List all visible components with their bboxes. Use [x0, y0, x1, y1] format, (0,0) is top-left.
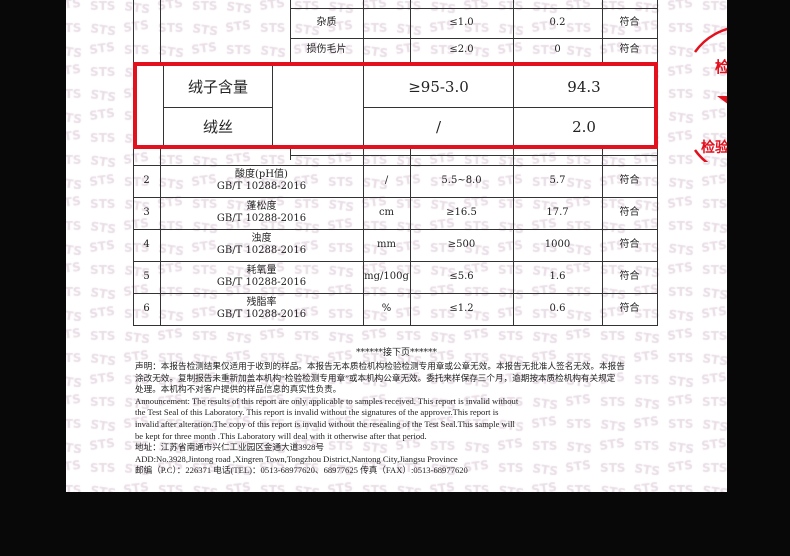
result-cell: 0 [554, 44, 561, 55]
requirement-cell: ≤5.6 [449, 271, 474, 282]
highlight-requirement: ≥95-3.0 [408, 77, 469, 96]
result-cell: 5.7 [549, 175, 566, 186]
table-rule [290, 155, 657, 156]
announcement-line: invalid after alteration.The copy of thi… [135, 419, 515, 429]
requirement-cell: ≥500 [447, 239, 476, 250]
row-number: 6 [143, 303, 150, 314]
item-cell: 残脂率 GB/T 10288-2016 [160, 293, 363, 325]
unit-cell: cm [378, 207, 395, 218]
unit-cell: mm [377, 239, 396, 250]
report-page: 杂质 ≤1.0 0.2 符合 损伤毛片 ≤2.0 0 符合 2 酸度(pH值) GB/T 10288… [66, 0, 727, 492]
table-rule [513, 0, 514, 326]
verdict-cell: 符合 [619, 271, 640, 282]
requirement-cell: ≤1.2 [449, 303, 474, 314]
item-name: 耗氧量 [246, 265, 277, 276]
verdict-cell: 符合 [619, 175, 640, 186]
verdict-cell: 符合 [619, 303, 640, 314]
highlight-box: 绒子含量 ≥95-3.0 94.3 绒丝 / 2.0 [133, 62, 658, 149]
table-rule [513, 66, 514, 145]
announcement-line: 地址：江苏省南通市兴仁工业园区金通大道3928号 [135, 442, 325, 453]
item-name: 蓬松度 [246, 201, 277, 212]
table-rule [133, 165, 657, 166]
announcement-line: 邮编（P.C）：226371 电话(TEL)：0513-68977620、689… [135, 465, 468, 476]
table-rule [290, 38, 657, 39]
announcement-line: 声明：本报告检测结果仅适用于收到的样品。本报告无本质检机构检验检测专用章或公章无… [135, 361, 625, 371]
verdict-cell: 符合 [619, 17, 640, 28]
item-name: 残脂率 [246, 297, 277, 308]
table-rule [657, 0, 658, 326]
verdict-cell: 符合 [619, 44, 640, 55]
test-seal-stamp: 检测标准 检验检测专用 [693, 27, 727, 162]
announcement-line: 处理。本机构不对客户提供的样品信息的真实性负责。 [135, 384, 342, 395]
item-cell: 酸度(pH值) GB/T 10288-2016 [160, 165, 363, 197]
item-standard: GB/T 10288-2016 [216, 309, 307, 320]
table-rule [363, 0, 364, 326]
requirement-cell: ≤1.0 [449, 17, 474, 28]
item-standard: GB/T 10288-2016 [216, 213, 307, 224]
result-cell: 0.2 [549, 17, 566, 28]
table-rule [133, 325, 657, 326]
requirement-cell: ≥16.5 [446, 207, 477, 218]
table-rule [410, 0, 411, 326]
highlight-item: 绒子含量 [187, 77, 248, 96]
announcement-line: be kept for three month .This Laboratory… [135, 430, 427, 441]
verdict-cell: 符合 [619, 239, 640, 250]
table-rule [272, 66, 273, 145]
highlight-item: 绒丝 [202, 117, 233, 136]
result-cell: 1.6 [549, 271, 566, 282]
table-rule [602, 0, 603, 326]
svg-text:检验检测专用: 检验检测专用 [701, 139, 727, 156]
result-cell: 0.6 [549, 303, 566, 314]
announcement-line: the Test Seal of this Laboratory. This r… [135, 407, 499, 418]
table-rule [133, 197, 657, 198]
table-rule [133, 261, 657, 262]
table-rule [363, 66, 364, 145]
item-cell: 浊度 GB/T 10288-2016 [160, 229, 363, 261]
unit-cell: % [381, 303, 392, 314]
announcement-line: 涂改无效。复制报告未重新加盖本机构“检验检测专用章”或本机构公章无效。委托来样保… [135, 372, 616, 383]
table-rule [160, 0, 161, 326]
result-cell: 1000 [544, 239, 571, 250]
item-name: 酸度(pH值) [235, 169, 288, 180]
item-standard: GB/T 10288-2016 [216, 277, 307, 288]
table-rule [163, 66, 164, 145]
table-rule [363, 107, 654, 108]
row-number: 5 [143, 271, 150, 282]
continued-label: ******接下页****** [355, 348, 437, 358]
row-number: 3 [143, 207, 150, 218]
requirement-cell: 5.5~8.0 [441, 175, 482, 186]
unit-cell: / [384, 175, 389, 186]
table-rule [290, 8, 657, 9]
table-rule [133, 229, 657, 230]
table-rule [163, 107, 273, 108]
requirement-cell: ≤2.0 [449, 44, 474, 55]
subitem-label: 损伤毛片 [306, 44, 347, 55]
row-number: 4 [143, 239, 150, 250]
highlight-result: 2.0 [572, 117, 596, 136]
verdict-cell: 符合 [619, 207, 640, 218]
item-name: 浊度 [251, 233, 272, 244]
subitem-label: 杂质 [316, 17, 337, 28]
result-cell: 17.7 [546, 207, 569, 218]
item-standard: GB/T 10288-2016 [216, 181, 307, 192]
announcement-line: Announcement: The results of this report… [135, 395, 519, 406]
highlight-requirement: / [435, 117, 442, 136]
item-standard: GB/T 10288-2016 [216, 245, 307, 256]
item-cell: 蓬松度 GB/T 10288-2016 [160, 197, 363, 229]
star-icon [717, 96, 727, 127]
row-number: 2 [143, 175, 150, 186]
table-rule [133, 293, 657, 294]
table-rule [133, 0, 134, 326]
announcement-line: ADD:No.3928,Jintong road ,Xingren Town,T… [135, 453, 458, 464]
unit-cell: mg/100g [364, 271, 409, 282]
highlight-result: 94.3 [567, 77, 601, 96]
svg-text:检测标准: 检测标准 [715, 58, 727, 76]
item-cell: 耗氧量 GB/T 10288-2016 [160, 261, 363, 293]
